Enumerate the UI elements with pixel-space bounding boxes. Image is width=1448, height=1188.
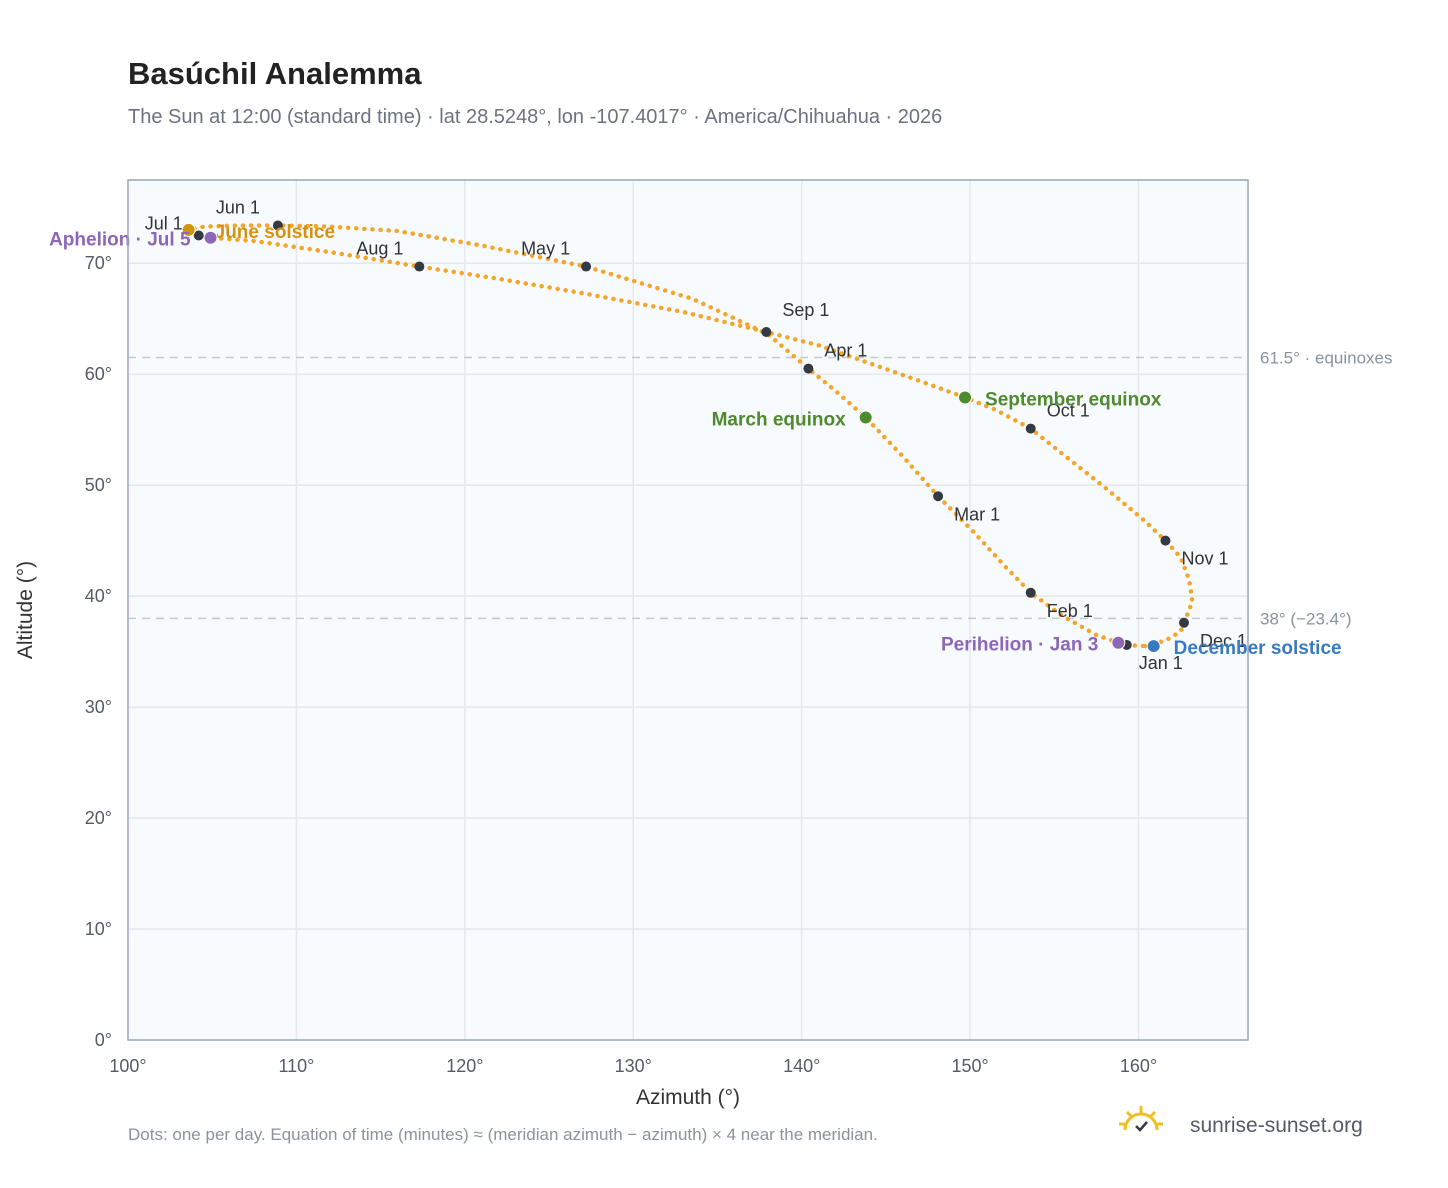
y-tick-label: 30° <box>85 697 112 717</box>
month-label: Jun 1 <box>216 197 260 217</box>
grid <box>128 180 1248 1040</box>
month-marker <box>193 230 204 241</box>
y-tick-label: 60° <box>85 364 112 384</box>
brand-name[interactable]: sunrise-sunset.org <box>1190 1114 1363 1137</box>
event-marker <box>181 222 196 237</box>
month-label: Nov 1 <box>1181 549 1228 569</box>
event-marker <box>1146 639 1161 654</box>
event-label: December solstice <box>1174 638 1342 659</box>
month-markers: Jan 1 Feb 1 Mar 1 Apr 1 May 1 Jun 1 Jul 1 Aug 1… <box>145 197 1247 672</box>
x-tick-label: 110° <box>278 1056 314 1076</box>
x-tick-label: 120° <box>446 1056 483 1076</box>
brand-logo-icon[interactable] <box>1119 1106 1163 1132</box>
x-axis-ticks: 100° 110° 120° 130° 140° 150° 160° <box>109 1056 1157 1076</box>
month-label: Feb 1 <box>1047 601 1093 621</box>
month-marker <box>1160 535 1171 546</box>
event-marker <box>958 390 973 405</box>
y-tick-label: 40° <box>85 586 112 606</box>
event-label: Aphelion · Jul 5 <box>49 230 191 251</box>
footnote: Dots: one per day. Equation of time (min… <box>128 1125 878 1144</box>
month-label: Apr 1 <box>824 341 867 361</box>
y-tick-label: 0° <box>95 1030 112 1050</box>
event-marker <box>1111 635 1126 650</box>
month-marker <box>414 261 425 272</box>
event-label: March equinox <box>712 409 847 430</box>
month-label: Sep 1 <box>782 300 829 320</box>
x-tick-label: 130° <box>615 1056 652 1076</box>
chart-subtitle: The Sun at 12:00 (standard time) · lat 2… <box>128 106 942 128</box>
month-marker <box>803 363 814 374</box>
reference-line-label: 61.5° · equinoxes <box>1260 349 1393 368</box>
x-tick-label: 100° <box>109 1056 146 1076</box>
x-tick-label: 160° <box>1120 1056 1157 1076</box>
month-marker <box>1179 617 1189 628</box>
y-tick-label: 10° <box>85 919 112 939</box>
event-label: June solstice <box>215 222 335 243</box>
month-marker <box>581 261 592 272</box>
month-marker <box>933 491 944 502</box>
plot-area <box>128 180 1248 1040</box>
y-axis-label: Altitude (°) <box>14 561 37 659</box>
month-label: Aug 1 <box>356 239 403 259</box>
x-tick-label: 140° <box>783 1056 820 1076</box>
month-label: Oct 1 <box>1047 401 1090 421</box>
month-label: Jul 1 <box>145 213 183 233</box>
x-tick-label: 150° <box>951 1056 988 1076</box>
y-tick-label: 20° <box>85 808 112 828</box>
y-tick-label: 50° <box>85 475 112 495</box>
x-axis-label: Azimuth (°) <box>636 1086 740 1109</box>
event-label: September equinox <box>985 389 1162 410</box>
reference-line-label: 38° (−23.4°) <box>1260 609 1352 628</box>
plot-frame <box>127 179 1249 1041</box>
month-marker <box>761 327 772 338</box>
event-marker <box>203 230 218 245</box>
month-marker <box>1025 587 1036 598</box>
month-label: Dec 1 <box>1200 631 1247 651</box>
event-label: Perihelion · Jan 3 <box>941 635 1098 656</box>
chart-title: Basúchil Analemma <box>128 56 422 91</box>
month-label: Jan 1 <box>1139 653 1183 673</box>
event-marker <box>858 410 873 425</box>
y-axis-ticks: 0° 10° 20° 30° 40° 50° 60° 70° <box>85 253 112 1050</box>
month-label: Mar 1 <box>954 504 1000 524</box>
month-marker <box>1025 423 1036 434</box>
y-tick-label: 70° <box>85 253 112 273</box>
month-label: May 1 <box>521 239 570 259</box>
event-markers: March equinox September equinox June solst… <box>49 222 1342 659</box>
month-marker <box>272 220 283 231</box>
reference-lines: 61.5° · equinoxes 38° (−23.4°) <box>128 349 1393 628</box>
